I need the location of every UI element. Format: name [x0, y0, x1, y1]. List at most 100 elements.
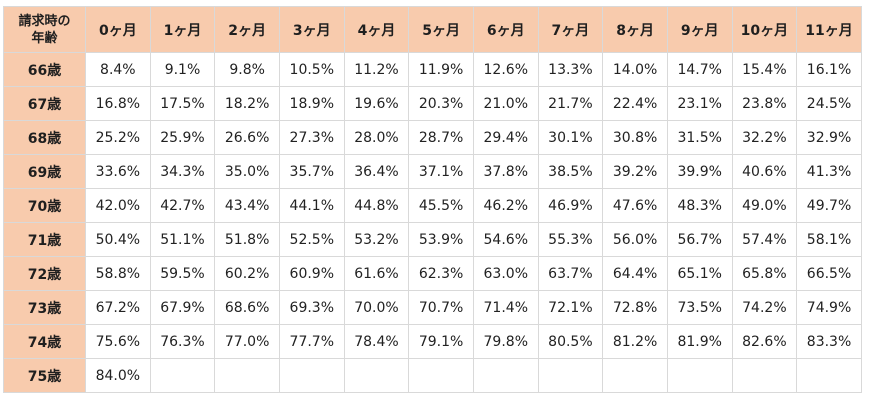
rate-cell: 34.3%: [149, 154, 216, 189]
rate-cell: 58.1%: [796, 222, 862, 257]
rate-cell: 46.2%: [472, 188, 539, 223]
age-label: 68歳: [3, 120, 86, 155]
month-header: 8ヶ月: [602, 6, 668, 53]
rate-cell: [731, 358, 798, 393]
rate-cell: [278, 358, 345, 393]
rate-cell: 17.5%: [149, 86, 216, 121]
table-row: 72歳 58.8% 59.5% 60.2% 60.9% 61.6% 62.3% 63.0% 63…: [3, 256, 862, 291]
rate-cell: 39.2%: [602, 154, 668, 189]
rate-cell: 22.4%: [602, 86, 668, 121]
rate-cell: 24.5%: [796, 86, 862, 121]
rate-cell: 8.4%: [85, 52, 151, 87]
rate-cell: 56.0%: [602, 222, 668, 257]
rate-cell: 69.3%: [278, 290, 345, 325]
rate-cell: 51.8%: [214, 222, 280, 257]
month-header: 6ヶ月: [472, 6, 539, 53]
rate-cell: 43.4%: [214, 188, 280, 223]
rate-cell: 71.4%: [472, 290, 539, 325]
rate-cell: 67.2%: [85, 290, 151, 325]
rate-cell: 42.7%: [149, 188, 216, 223]
header-row: 請求時の 年齢 0ヶ月 1ヶ月 2ヶ月 3ヶ月 4ヶ月 5ヶ月 6ヶ月 7ヶ月 8ヶ月 9ヶ月 10…: [3, 6, 862, 53]
rate-cell: 36.4%: [343, 154, 410, 189]
rate-cell: 48.3%: [666, 188, 733, 223]
rate-cell: 9.8%: [214, 52, 280, 87]
rate-cell: 53.9%: [408, 222, 474, 257]
rate-cell: 14.0%: [602, 52, 668, 87]
rate-cell: 68.6%: [214, 290, 280, 325]
table-row: 75歳 84.0%: [3, 358, 862, 393]
table-row: 69歳 33.6% 34.3% 35.0% 35.7% 36.4% 37.1% 37.8% 38…: [3, 154, 862, 189]
rate-cell: 59.5%: [149, 256, 216, 291]
rate-cell: 70.7%: [408, 290, 474, 325]
rate-cell: 16.8%: [85, 86, 151, 121]
rate-cell: [343, 358, 410, 393]
month-header: 1ヶ月: [149, 6, 216, 53]
rate-cell: 56.7%: [666, 222, 733, 257]
rate-cell: 9.1%: [149, 52, 216, 87]
rate-cell: 81.2%: [602, 324, 668, 359]
rate-cell: 84.0%: [85, 358, 151, 393]
rate-cell: 54.6%: [472, 222, 539, 257]
rate-cell: 41.3%: [796, 154, 862, 189]
rate-cell: 82.6%: [731, 324, 798, 359]
rate-cell: [537, 358, 604, 393]
rate-cell: 53.2%: [343, 222, 410, 257]
rate-cell: 31.5%: [666, 120, 733, 155]
rate-cell: 29.4%: [472, 120, 539, 155]
rate-cell: 73.5%: [666, 290, 733, 325]
rate-cell: 70.0%: [343, 290, 410, 325]
rate-cell: 81.9%: [666, 324, 733, 359]
corner-label-line1: 請求時の: [18, 13, 71, 29]
rate-cell: 28.0%: [343, 120, 410, 155]
table-row: 66歳 8.4% 9.1% 9.8% 10.5% 11.2% 11.9% 12.6% 13.3%…: [3, 52, 862, 87]
rate-cell: 75.6%: [85, 324, 151, 359]
table-row: 74歳 75.6% 76.3% 77.0% 77.7% 78.4% 79.1% 79.8% 80…: [3, 324, 862, 359]
rate-cell: 66.5%: [796, 256, 862, 291]
rate-cell: 55.3%: [537, 222, 604, 257]
rate-cell: 80.5%: [537, 324, 604, 359]
corner-label-line2: 年齢: [31, 30, 58, 46]
rate-cell: [472, 358, 539, 393]
rate-cell: 28.7%: [408, 120, 474, 155]
rate-cell: 40.6%: [731, 154, 798, 189]
rate-cell: 47.6%: [602, 188, 668, 223]
rate-cell: 63.0%: [472, 256, 539, 291]
rate-cell: 30.1%: [537, 120, 604, 155]
rate-cell: 79.1%: [408, 324, 474, 359]
rate-cell: 44.1%: [278, 188, 345, 223]
rate-cell: 16.1%: [796, 52, 862, 87]
rate-cell: 14.7%: [666, 52, 733, 87]
month-header: 4ヶ月: [343, 6, 410, 53]
rate-cell: 77.0%: [214, 324, 280, 359]
rate-cell: 58.8%: [85, 256, 151, 291]
rate-cell: 12.6%: [472, 52, 539, 87]
rate-cell: 18.9%: [278, 86, 345, 121]
rate-cell: [149, 358, 216, 393]
rate-cell: 39.9%: [666, 154, 733, 189]
table-row: 73歳 67.2% 67.9% 68.6% 69.3% 70.0% 70.7% 71.4% 72…: [3, 290, 862, 325]
table-row: 68歳 25.2% 25.9% 26.6% 27.3% 28.0% 28.7% 29.4% 30…: [3, 120, 862, 155]
rate-cell: 19.6%: [343, 86, 410, 121]
rate-cell: [602, 358, 668, 393]
age-label: 66歳: [3, 52, 86, 87]
rate-cell: 13.3%: [537, 52, 604, 87]
rate-cell: 35.7%: [278, 154, 345, 189]
rate-cell: 27.3%: [278, 120, 345, 155]
rate-cell: 60.9%: [278, 256, 345, 291]
table-row: 70歳 42.0% 42.7% 43.4% 44.1% 44.8% 45.5% 46.2% 46…: [3, 188, 862, 223]
month-header: 5ヶ月: [408, 6, 474, 53]
rate-cell: 11.9%: [408, 52, 474, 87]
rate-cell: 78.4%: [343, 324, 410, 359]
rate-cell: [796, 358, 862, 393]
rate-cell: 25.9%: [149, 120, 216, 155]
rate-cell: 45.5%: [408, 188, 474, 223]
rate-cell: 21.7%: [537, 86, 604, 121]
rate-cell: 65.8%: [731, 256, 798, 291]
month-header: 3ヶ月: [278, 6, 345, 53]
rate-cell: 26.6%: [214, 120, 280, 155]
rate-cell: [214, 358, 280, 393]
rate-cell: 30.8%: [602, 120, 668, 155]
rate-cell: 74.9%: [796, 290, 862, 325]
deferral-rate-table: 請求時の 年齢 0ヶ月 1ヶ月 2ヶ月 3ヶ月 4ヶ月 5ヶ月 6ヶ月 7ヶ月 8ヶ月 9ヶ月 10…: [3, 6, 862, 393]
rate-cell: 32.2%: [731, 120, 798, 155]
